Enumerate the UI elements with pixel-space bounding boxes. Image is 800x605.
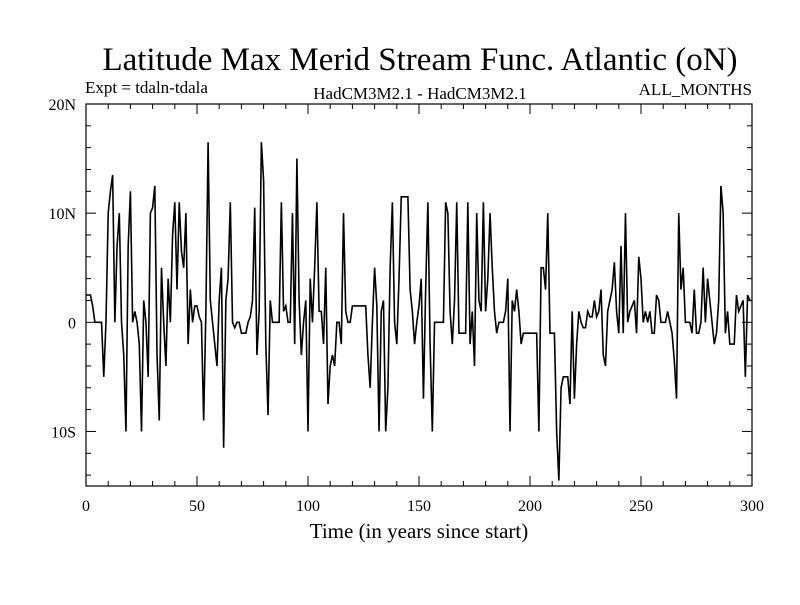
x-tick-label: 150	[407, 498, 431, 515]
y-tick-label: 10S	[51, 424, 76, 441]
x-tick-label: 100	[296, 498, 320, 515]
x-tick-label: 50	[189, 498, 205, 515]
chart-title: Latitude Max Merid Stream Func. Atlantic…	[102, 42, 737, 78]
x-tick-label: 300	[740, 498, 764, 515]
series-line	[86, 142, 752, 481]
x-axis-tick-labels: 0 50 100 150 200 250 300	[82, 498, 764, 515]
x-axis-label: Time (in years since start)	[310, 519, 529, 543]
x-tick-label: 250	[629, 498, 653, 515]
chart-subtitle-right: ALL_MONTHS	[639, 80, 752, 99]
x-axis-ticks	[85, 104, 753, 486]
y-axis-tick-labels: 10S 0 10N 20N	[48, 97, 76, 441]
chart-subtitle-center: HadCM3M2.1 - HadCM3M2.1	[313, 84, 526, 103]
x-tick-label: 0	[82, 498, 90, 515]
y-tick-label: 20N	[48, 97, 76, 114]
y-tick-label: 10N	[48, 206, 76, 223]
chart-subtitle-left: Expt = tdaln-tdala	[85, 78, 208, 97]
x-tick-label: 200	[518, 498, 542, 515]
y-tick-label: 0	[68, 315, 76, 332]
plot-frame	[85, 103, 753, 487]
